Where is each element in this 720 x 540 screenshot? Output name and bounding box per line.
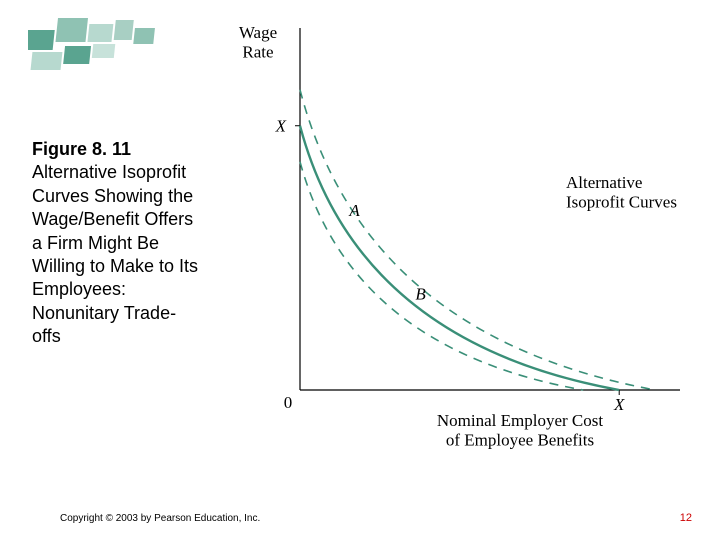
isoprofit-chart: WageRate Nominal Employer Costof Employee… [210, 20, 700, 450]
svg-text:X: X [613, 395, 625, 414]
svg-text:X: X [275, 117, 287, 136]
brand-logo [28, 18, 158, 73]
svg-text:Nominal Employer Costof Employ: Nominal Employer Costof Employee Benefit… [437, 411, 603, 450]
svg-text:A: A [348, 201, 360, 220]
copyright-text: Copyright © 2003 by Pearson Education, I… [60, 513, 260, 524]
svg-text:WageRate: WageRate [239, 23, 277, 62]
svg-text:AlternativeIsoprofit Curves: AlternativeIsoprofit Curves [566, 173, 677, 212]
figure-number: Figure 8. 11 [32, 139, 131, 159]
page-number: 12 [680, 512, 692, 524]
figure-caption-text: Alternative Isoprofit Curves Showing the… [32, 162, 198, 346]
figure-caption: Figure 8. 11 Alternative Isoprofit Curve… [32, 138, 202, 349]
svg-text:B: B [415, 284, 426, 303]
svg-text:0: 0 [284, 393, 293, 412]
